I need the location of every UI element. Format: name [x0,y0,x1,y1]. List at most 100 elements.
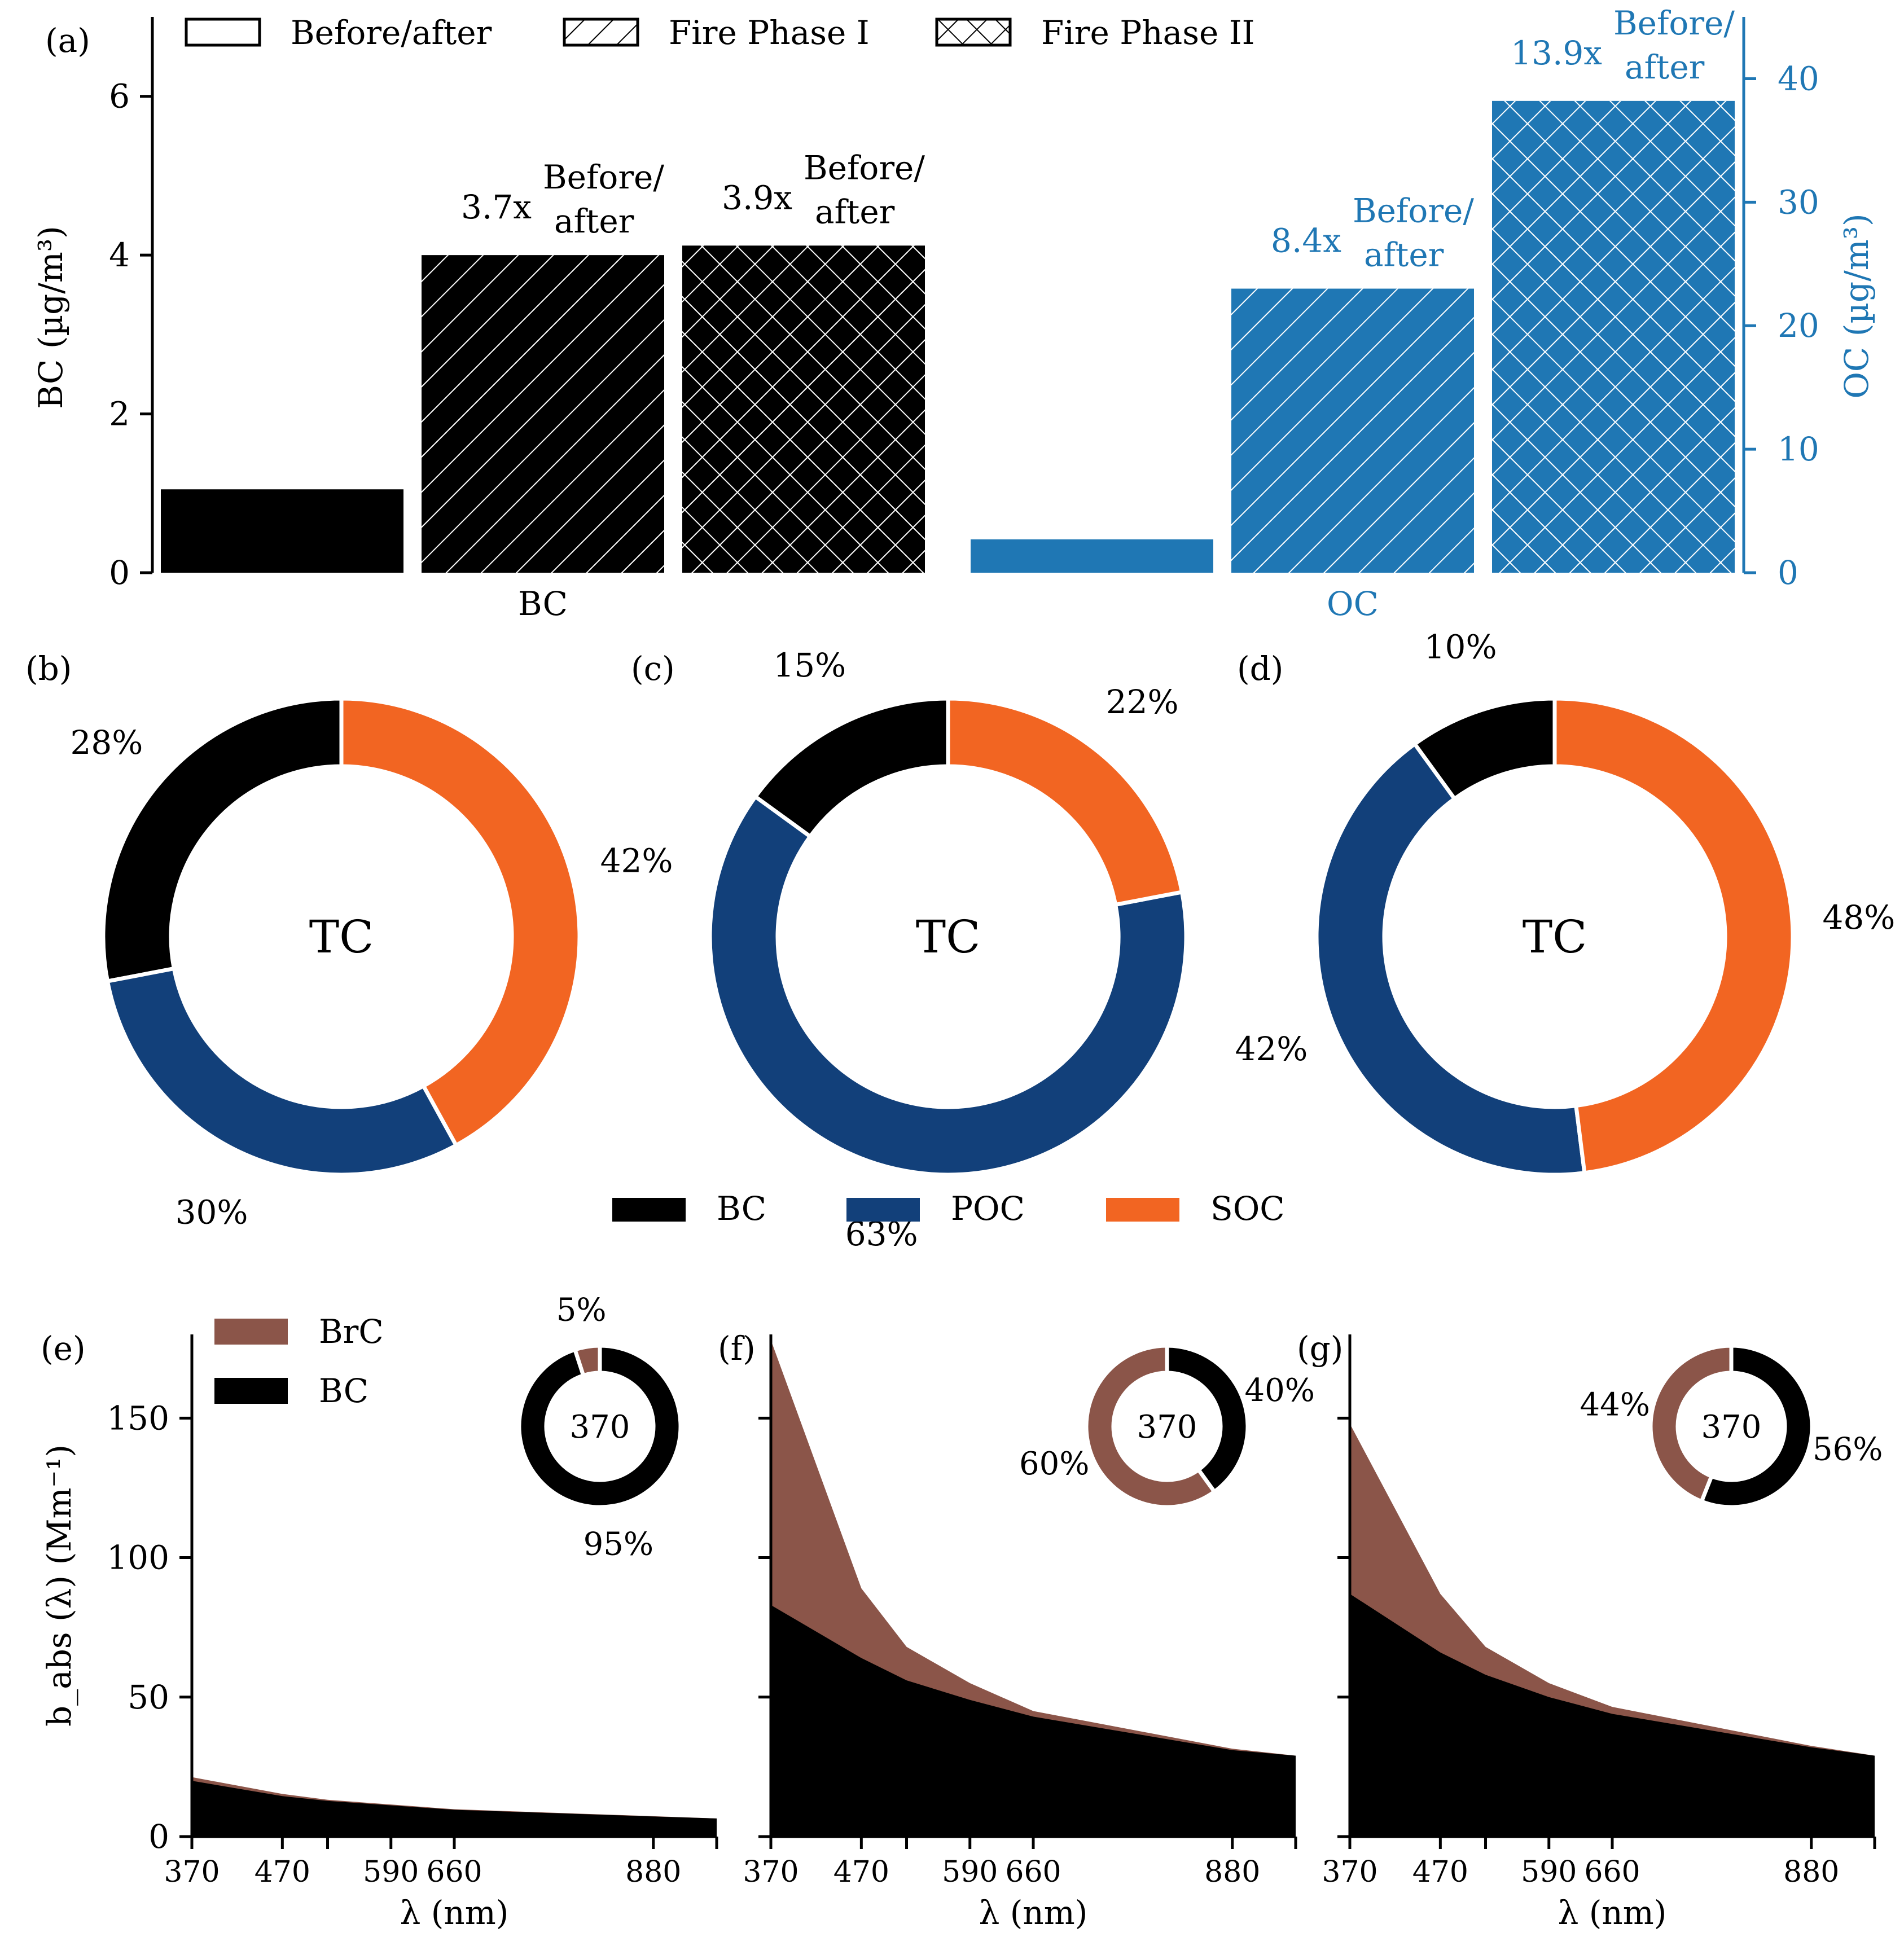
bar-ratio-label: 3.7x [461,188,532,226]
donut-c-pct-label-0: 15% [773,646,846,684]
donut-center-label: TC [1523,911,1587,963]
inset-donut-e-slice-1 [517,1343,683,1509]
y-axis-tick-label: 100 [107,1539,169,1577]
x-axis-tick-label: 590 [363,1855,419,1889]
bar-before-after-label: after [1625,48,1705,86]
donut-d-slice-2 [1552,696,1795,1175]
donut-d-pct-label-0: 10% [1424,627,1497,666]
donut-b-pct-label-1: 30% [176,1193,248,1232]
x-axis-tick-label: 370 [743,1855,799,1889]
bar-before-after-label: Before/ [1613,4,1735,42]
donut-b-slice-1 [105,966,459,1177]
legend-a-label-1: Fire Phase I [669,14,870,52]
left-axis-tick-label: 0 [109,554,130,592]
legend-tc-swatch-1 [846,1198,920,1222]
legend-tc-swatch-2 [1106,1198,1179,1222]
donut-c-pct-label-2: 22% [1106,683,1179,721]
donut-b-slice-0 [101,696,344,984]
right-axis-tick-label: 40 [1778,59,1819,98]
left-axis-tick-label: 4 [109,236,130,274]
legend-a-label-0: Before/after [291,14,492,52]
x-axis-tick-label: 880 [1204,1855,1260,1889]
right-axis-tick-label: 10 [1778,430,1819,468]
group-label-bc: BC [518,585,568,623]
bar-hatch-oc-2 [1492,100,1735,573]
x-axis-label-f: λ (nm) [979,1894,1088,1932]
right-axis-tick-label: 30 [1778,183,1819,221]
x-axis-tick-label: 880 [625,1855,681,1889]
inset-donut-g-pct-label-0: 44% [1580,1387,1649,1424]
inset-center-label: 370 [1701,1409,1762,1446]
legend-tc-swatch-0 [612,1198,686,1222]
bar-before-after-label: Before/ [1353,192,1474,230]
donut-c-slice-2 [946,696,1184,907]
donut-b-pct-label-2: 42% [600,842,673,880]
bar-ratio-label: 3.9x [722,178,792,217]
area-bc-e [192,1781,717,1837]
bar-before-after-label: Before/ [804,148,925,187]
bar-before-after-label: after [815,192,895,231]
x-axis-tick-label: 660 [426,1855,482,1889]
x-axis-tick-label: 470 [833,1855,889,1889]
panel-a-bar-chart: (a) 0 2 4 6 BC (µg/m³) 0 10 20 30 40 OC (µg/m³) 3.7x… [32,4,1876,623]
x-axis-tick-label: 370 [1322,1855,1377,1889]
legend-e-label-0: BrC [319,1312,384,1351]
area-bc-g [1350,1593,1875,1837]
x-axis-tick-label: 590 [942,1855,998,1889]
area-bc-f [771,1605,1296,1837]
panel-label-a: (a) [45,21,90,60]
donut-d-pct-label-2: 48% [1822,898,1895,937]
legend-tc-label-1: POC [951,1189,1025,1228]
inset-center-label: 370 [570,1409,630,1446]
panel-label-f: (f) [718,1329,756,1368]
x-axis-tick-label: 470 [1412,1855,1468,1889]
bar-hatch-bc-1 [422,255,664,573]
legend-a-swatch-0 [185,17,261,47]
inset-donut-e-pct-label-0: 5% [556,1292,607,1329]
right-axis-tick-label: 0 [1778,554,1798,592]
legend-tc-label-2: SOC [1210,1189,1285,1228]
bar-before-after-label: after [1364,236,1444,274]
x-axis-tick-label: 590 [1521,1855,1577,1889]
bar-hatch-oc-1 [1231,288,1474,573]
donut-b-pct-label-0: 28% [70,723,143,762]
donut-center-label: TC [309,911,374,963]
x-axis-label-e: λ (nm) [400,1894,509,1932]
legend-tc-label-0: BC [717,1189,766,1228]
right-axis-tick-label: 20 [1778,306,1819,345]
bar-oc-0 [971,539,1213,573]
x-axis-tick-label: 370 [164,1855,220,1889]
legend-a-hatch-2 [935,17,1012,47]
donut-b-slice-2 [339,696,582,1148]
panel-label-d: (d) [1237,649,1283,688]
donut-c-slice-1 [708,794,1188,1177]
panel-label-b: (b) [25,649,72,688]
legend-a-hatch-1 [563,17,639,47]
bar-bc-0 [161,489,403,573]
inset-donut-f-pct-label-0: 60% [1019,1446,1089,1482]
inset-donut-f-pct-label-1: 40% [1244,1372,1314,1409]
bar-before-after-label: Before/ [543,158,664,196]
x-axis-tick-label: 660 [1005,1855,1061,1889]
inset-center-label: 370 [1137,1409,1197,1446]
x-axis-label-g: λ (nm) [1558,1894,1667,1932]
donut-d-slice-1 [1314,741,1587,1177]
donut-d-pct-label-1: 42% [1235,1030,1308,1068]
bar-ratio-label: 13.9x [1511,34,1602,72]
inset-donut-f-slice-0 [1084,1343,1217,1509]
inset-donut-g-slice-1 [1699,1343,1814,1509]
bar-ratio-label: 8.4x [1271,222,1341,260]
panel-label-c: (c) [631,649,675,688]
inset-donut-e-pct-label-1: 95% [584,1526,653,1562]
left-axis-label: BC (µg/m³) [32,226,70,409]
legend-e-label-1: BC [319,1372,368,1410]
x-axis-tick-label: 470 [255,1855,310,1889]
y-axis-tick-label: 150 [107,1399,169,1437]
y-axis-label: b_abs (λ) (Mm⁻¹) [40,1444,78,1727]
legend-a-label-2: Fire Phase II [1041,14,1255,52]
left-axis-tick-label: 6 [109,77,130,116]
inset-donut-f-slice-1 [1165,1343,1250,1495]
x-axis-tick-label: 660 [1584,1855,1640,1889]
